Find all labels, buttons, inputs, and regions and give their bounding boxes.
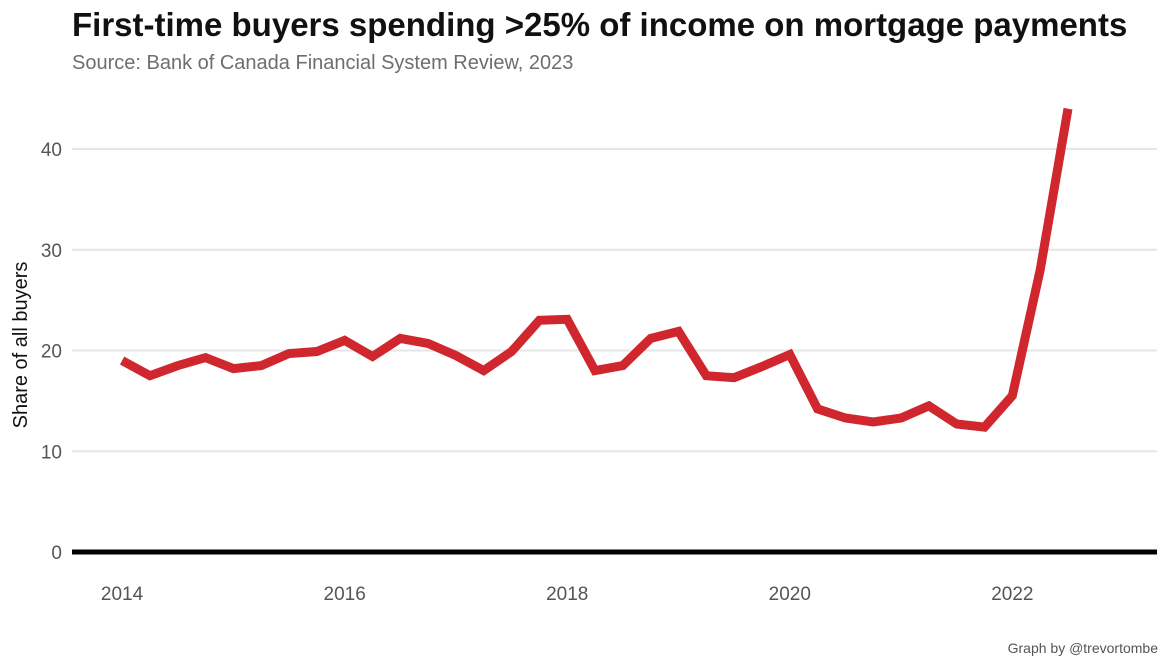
x-tick-label: 2020 [769, 584, 811, 605]
y-tick-label: 30 [41, 241, 62, 262]
y-axis-title: Share of all buyers [10, 262, 32, 429]
x-tick-labels: 2014 2016 2018 2020 2022 [101, 584, 1034, 605]
y-tick-label: 10 [41, 442, 62, 463]
y-tick-labels: 0 10 20 30 40 [41, 140, 62, 564]
series-layer [119, 107, 1073, 432]
y-tick-label: 40 [41, 140, 62, 161]
chart-subtitle: Source: Bank of Canada Financial System … [72, 52, 574, 74]
y-tick-label: 0 [51, 543, 62, 564]
y-tick-label: 20 [41, 342, 62, 363]
x-tick-label: 2022 [991, 584, 1033, 605]
x-tick-label: 2016 [324, 584, 366, 605]
chart-caption: Graph by @trevortombe [1007, 640, 1158, 656]
gridlines [72, 148, 1157, 453]
series-line-0 [119, 107, 1073, 432]
x-tick-label: 2018 [546, 584, 588, 605]
x-tick-label: 2014 [101, 584, 144, 605]
chart-title: First-time buyers spending >25% of incom… [72, 6, 1128, 43]
